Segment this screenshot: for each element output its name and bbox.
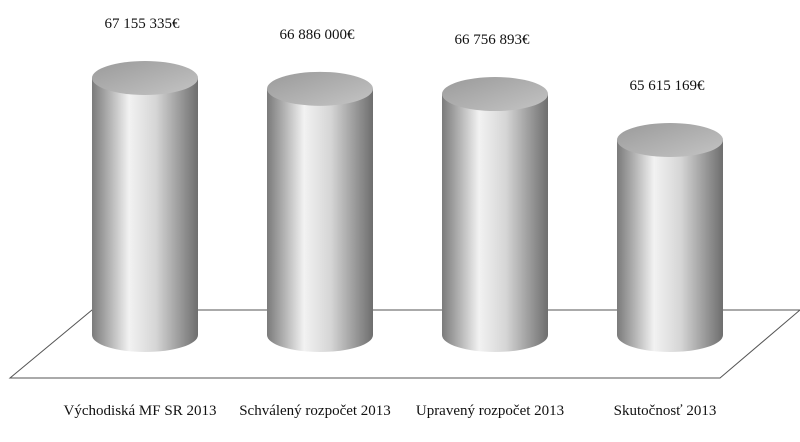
floor (8, 309, 800, 379)
value-label: 66 886 000€ (280, 27, 356, 43)
category-label: Upravený rozpočet 2013 (415, 403, 565, 419)
category-label: Schválený rozpočet 2013 (239, 403, 391, 419)
cylinder (617, 140, 723, 352)
cylinder-top (92, 61, 198, 95)
cylinder-top (617, 123, 723, 157)
cylinder (92, 78, 198, 352)
value-label: 67 155 335€ (105, 16, 181, 32)
cylinder-top (267, 71, 373, 106)
cylinder (442, 94, 548, 353)
category-label: Skutočnosť 2013 (613, 403, 717, 419)
category-label: Východiská MF SR 2013 (63, 403, 217, 419)
cylinder (267, 88, 373, 352)
value-label: 66 756 893€ (455, 32, 531, 48)
cylinder-top (442, 77, 548, 112)
value-label: 65 615 169€ (630, 78, 706, 94)
